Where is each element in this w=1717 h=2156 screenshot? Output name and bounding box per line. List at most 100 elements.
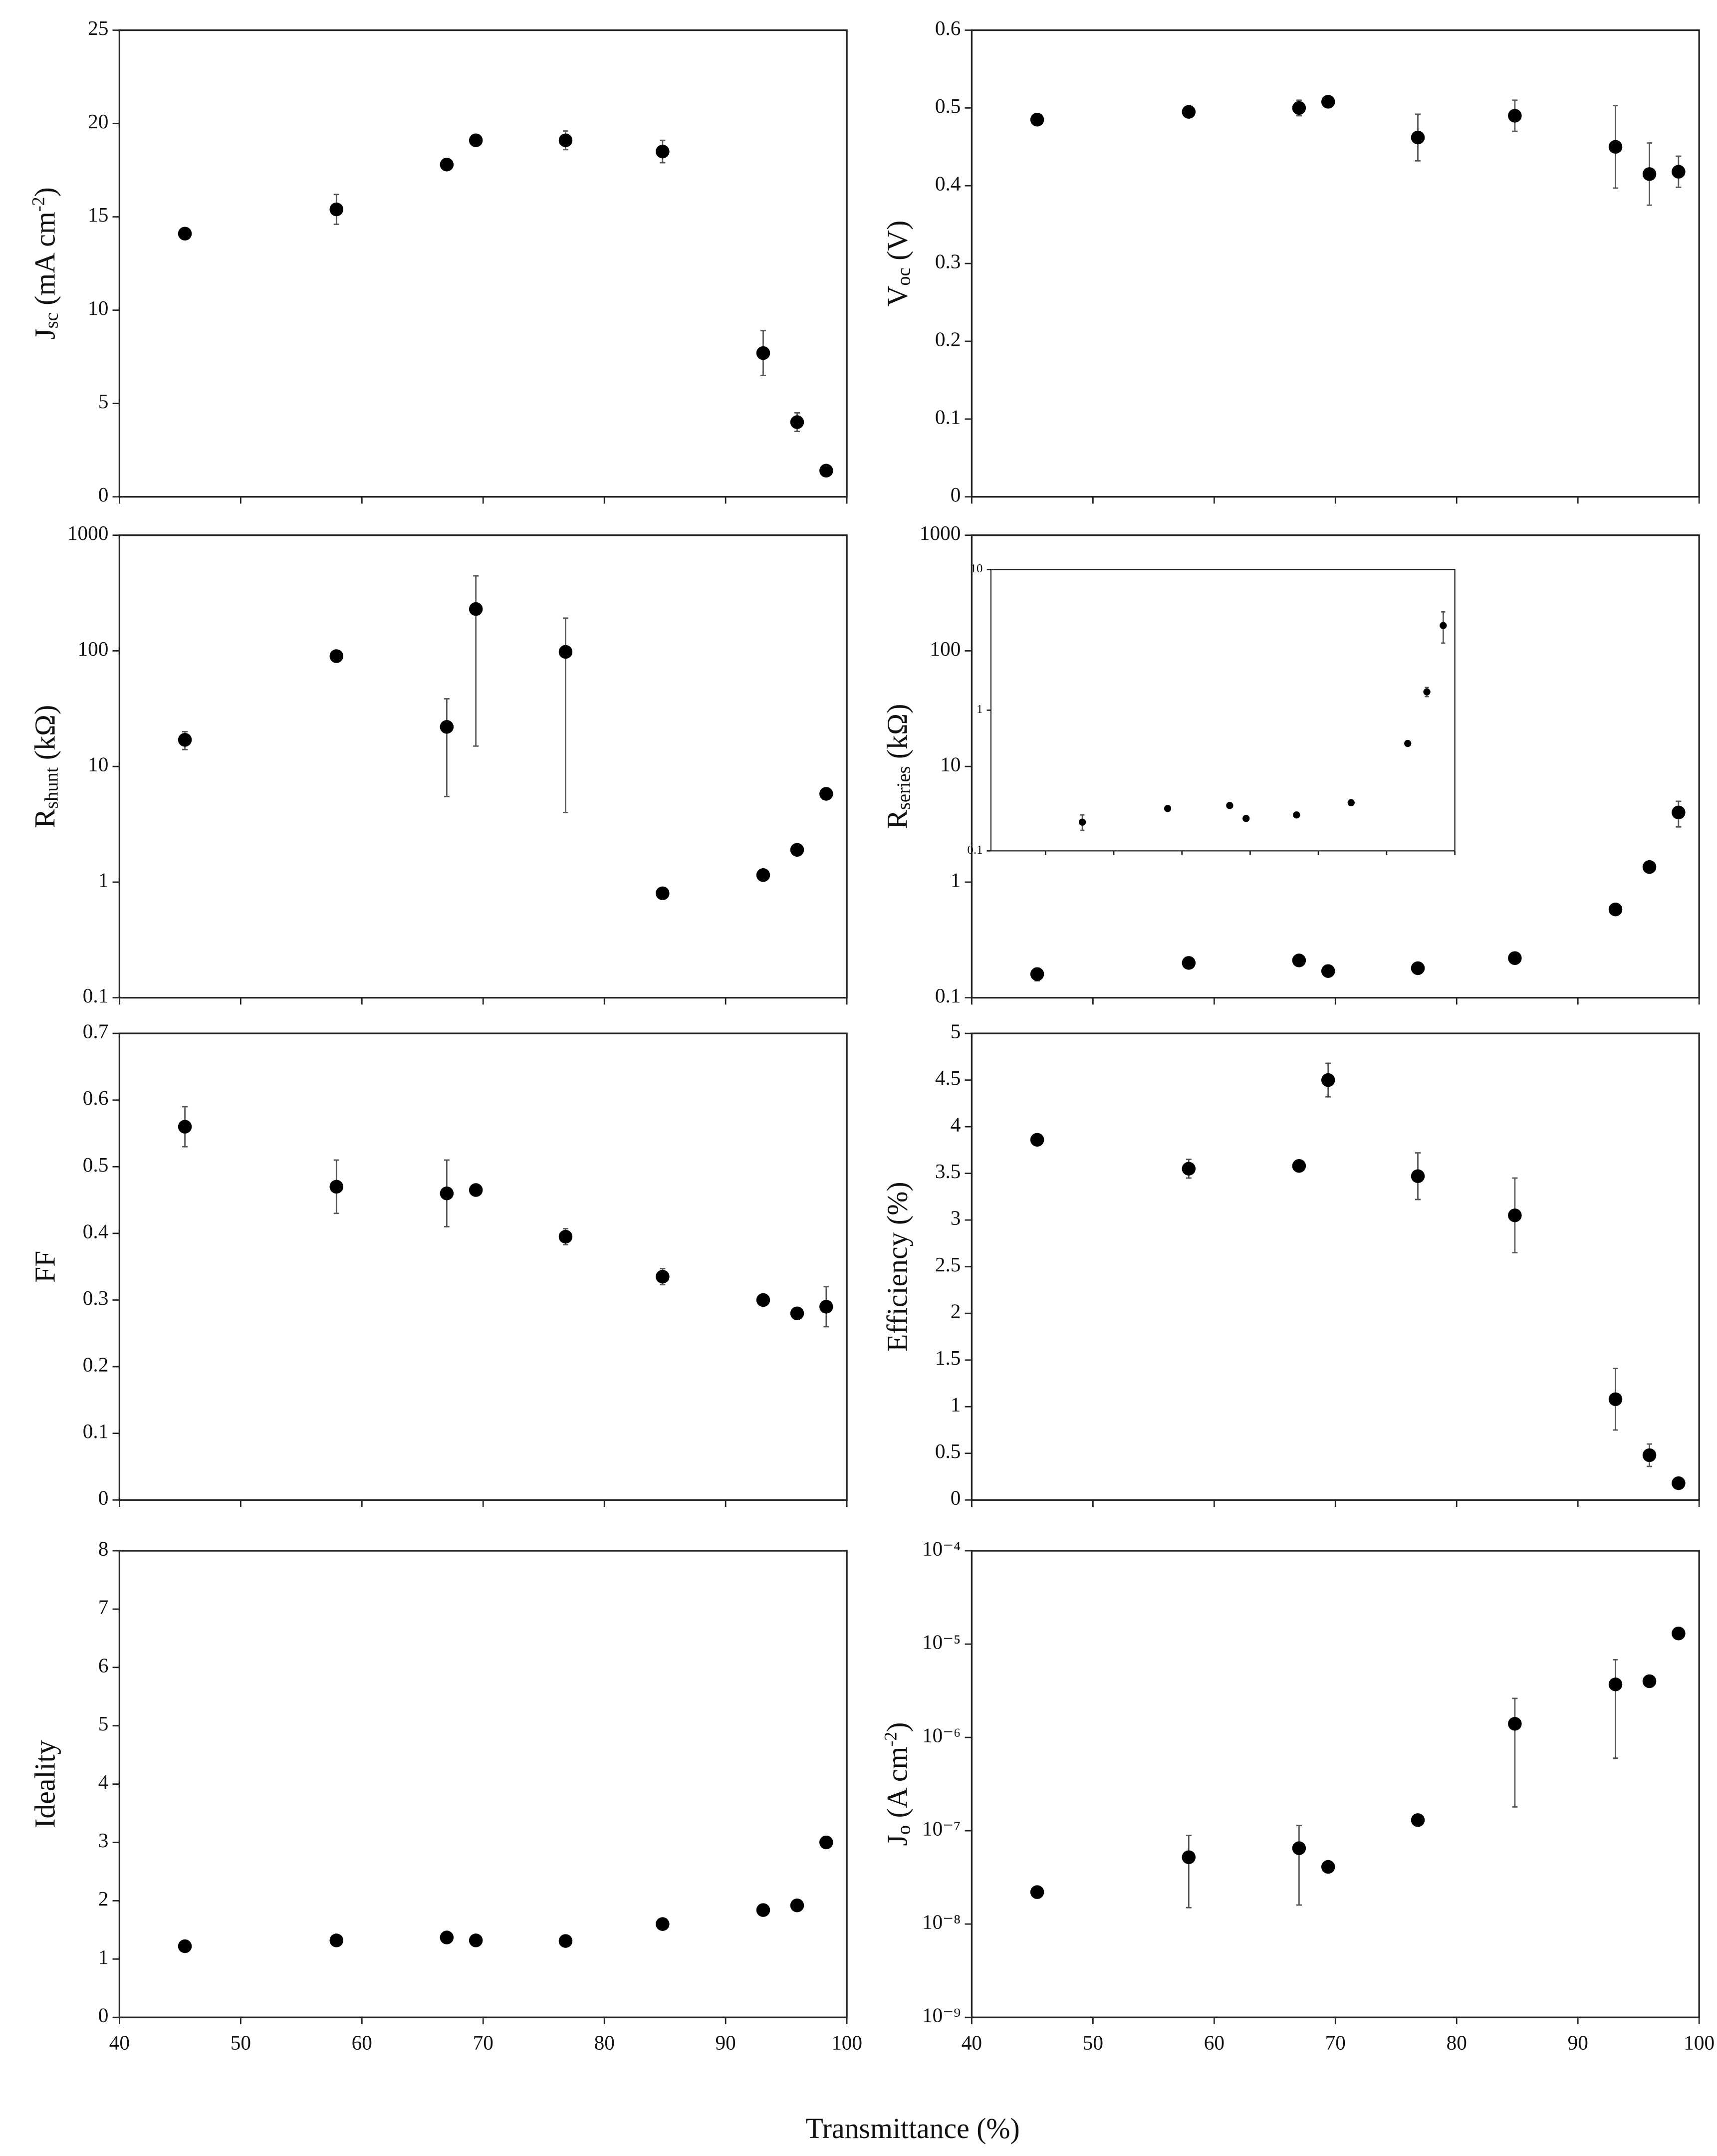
- y-tick-label: 0.5: [935, 94, 961, 117]
- y-tick-label: 0.1: [967, 843, 982, 857]
- data-point: [1508, 1717, 1522, 1731]
- x-tick-label: 70: [473, 2031, 493, 2054]
- data-point: [1608, 902, 1623, 917]
- y-axis-label: FF: [30, 1251, 61, 1283]
- x-tick-label: 60: [352, 2031, 372, 2054]
- y-tick-label: 0.3: [935, 250, 961, 273]
- data-point: [1292, 1159, 1306, 1173]
- y-tick-label: 0: [98, 1486, 109, 1509]
- data-point: [1411, 1169, 1425, 1184]
- y-tick-label: 15: [88, 203, 108, 226]
- data-point: [790, 415, 804, 429]
- data-point: [1423, 688, 1431, 696]
- x-tick-label: 70: [1325, 2031, 1346, 2054]
- data-point: [1440, 622, 1447, 629]
- data-point: [1347, 799, 1355, 806]
- data-point: [756, 1293, 770, 1307]
- y-tick-label: 0: [98, 483, 109, 506]
- data-point: [440, 158, 454, 172]
- data-point: [329, 1933, 344, 1947]
- data-point: [790, 1899, 804, 1913]
- data-point: [819, 787, 833, 801]
- x-tick-label: 100: [1684, 2031, 1715, 2054]
- y-axis-label-part: (A cm: [882, 1747, 914, 1825]
- data-point: [558, 133, 573, 147]
- data-point: [178, 1120, 192, 1134]
- data-point: [1164, 805, 1172, 812]
- y-tick-label: 10: [971, 562, 983, 575]
- data-point: [469, 602, 483, 616]
- y-axis-label-part: oc: [893, 267, 914, 285]
- y-tick-label: 1: [977, 703, 982, 716]
- y-tick-label: 0.1: [83, 1420, 109, 1442]
- y-axis-label: Ideality: [30, 1740, 61, 1828]
- y-tick-label: 0.4: [935, 172, 961, 195]
- data-point: [1642, 860, 1657, 874]
- y-axis-label-part: V: [882, 285, 914, 306]
- data-point: [1508, 951, 1522, 965]
- y-tick-label: 0: [951, 483, 961, 506]
- plot-frame: [971, 29, 1700, 498]
- data-point: [1508, 109, 1522, 123]
- data-point: [1321, 95, 1335, 109]
- y-axis-label-part: (V): [882, 221, 914, 268]
- data-point: [819, 1835, 833, 1850]
- data-point: [440, 1930, 454, 1944]
- data-point: [1672, 1476, 1686, 1490]
- y-tick-label: 0.7: [83, 1020, 109, 1043]
- inset-frame: [990, 569, 1456, 852]
- y-axis-label-part: -2: [880, 1732, 900, 1747]
- y-tick-label: 10⁻⁵: [922, 1631, 961, 1654]
- y-tick-label: 0.6: [935, 16, 961, 39]
- y-tick-label: 10⁻⁸: [922, 1911, 961, 1933]
- data-point: [1293, 811, 1300, 819]
- data-point: [1030, 1133, 1044, 1147]
- data-point: [1642, 1448, 1657, 1462]
- x-tick-label: 90: [716, 2031, 736, 2054]
- y-axis-label-part: ): [30, 187, 61, 197]
- y-tick-label: 0.1: [83, 984, 109, 1007]
- y-axis-label: Rshunt (kΩ): [30, 705, 62, 828]
- y-tick-label: 20: [88, 110, 108, 133]
- y-axis-label: Efficiency (%): [882, 1182, 914, 1351]
- y-tick-label: 1: [98, 868, 109, 891]
- y-tick-label: 0.6: [83, 1086, 109, 1109]
- data-point: [1321, 964, 1335, 978]
- y-tick-label: 100: [930, 637, 961, 660]
- y-tick-label: 10⁻⁹: [922, 2004, 961, 2027]
- y-tick-label: 2: [951, 1300, 961, 1323]
- data-point: [1608, 1677, 1623, 1691]
- x-tick-label: 40: [109, 2031, 130, 2054]
- data-point: [1292, 1841, 1306, 1855]
- y-tick-label: 1000: [67, 521, 109, 544]
- y-axis-label-part: Efficiency (%): [882, 1182, 914, 1351]
- x-tick-label: 80: [1447, 2031, 1467, 2054]
- data-point: [469, 1183, 483, 1197]
- y-tick-label: 0.2: [83, 1353, 109, 1376]
- y-tick-label: 0.3: [83, 1286, 109, 1309]
- y-axis-label-part: R: [30, 808, 61, 828]
- data-point: [558, 645, 573, 659]
- data-point: [1608, 1392, 1623, 1407]
- data-point: [329, 1180, 344, 1194]
- y-tick-label: 10: [88, 296, 108, 319]
- plot-frame: [118, 534, 848, 999]
- data-point: [1078, 818, 1086, 826]
- data-point: [1411, 1813, 1425, 1827]
- data-point: [656, 886, 670, 901]
- y-tick-label: 10: [940, 753, 961, 776]
- data-point: [656, 144, 670, 159]
- plot-frame: [971, 1032, 1700, 1501]
- data-point: [1608, 140, 1623, 154]
- y-axis-label-part: -2: [28, 197, 48, 212]
- data-point: [1030, 112, 1044, 127]
- x-tick-label: 50: [1083, 2031, 1103, 2054]
- y-tick-label: 8: [98, 1537, 109, 1560]
- y-tick-label: 1000: [920, 521, 961, 544]
- x-axis-label: Transmittance (%): [805, 2113, 1019, 2145]
- y-tick-label: 0.5: [83, 1153, 109, 1176]
- plot-frame: [118, 1550, 848, 2018]
- data-point: [1411, 130, 1425, 145]
- x-tick-label: 80: [594, 2031, 615, 2054]
